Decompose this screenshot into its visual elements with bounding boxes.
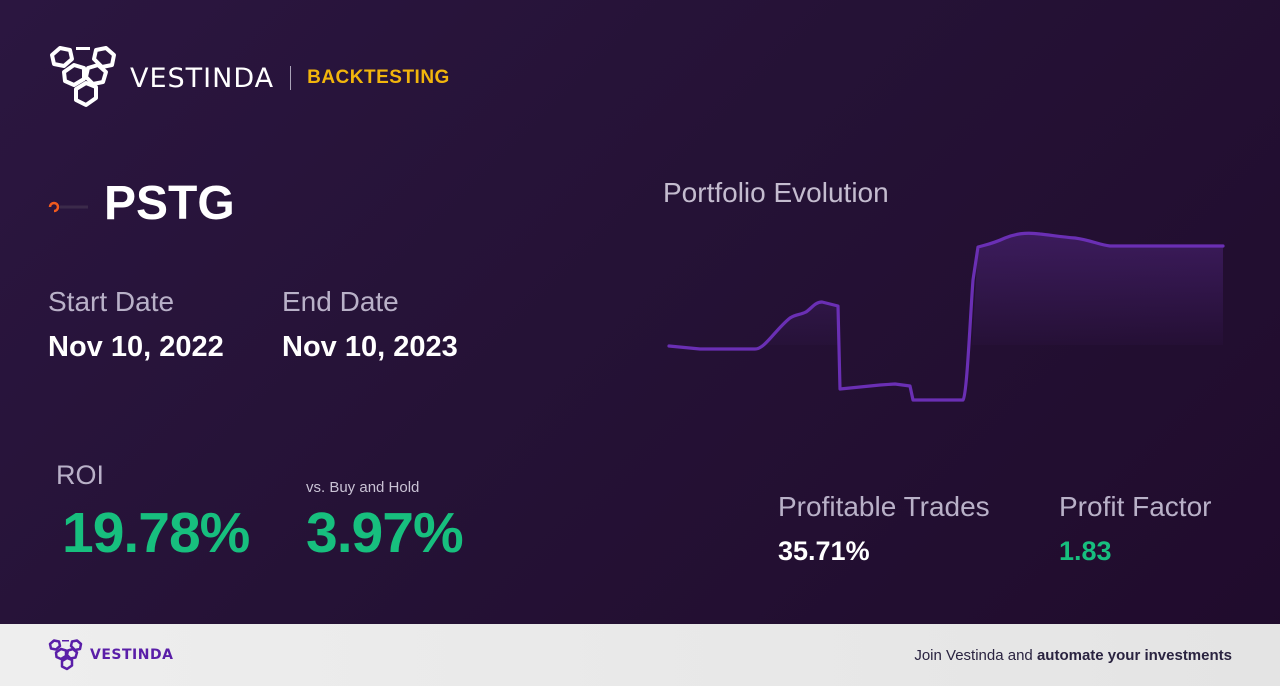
chart-title: Portfolio Evolution bbox=[663, 177, 889, 208]
profitable-trades-label: Profitable Trades bbox=[778, 491, 990, 522]
header-brand: VESTINDA BACKTESTING bbox=[48, 46, 450, 110]
footer-brand-link[interactable]: VESTINDA bbox=[48, 638, 174, 672]
chart-line bbox=[667, 231, 1225, 402]
roi-label: ROI bbox=[56, 460, 105, 490]
profit-factor-label: Profit Factor bbox=[1059, 491, 1212, 522]
hexagon-cluster-logo-icon bbox=[50, 46, 116, 107]
buy-hold-label: vs. Buy and Hold bbox=[306, 479, 420, 496]
profit-factor-value: 1.83 bbox=[1059, 536, 1112, 566]
company-logo bbox=[48, 200, 92, 214]
cta-bold: automate your investments bbox=[1036, 646, 1232, 664]
cta-prefix: Join Vestinda and bbox=[914, 646, 1037, 664]
footer: VESTINDA Join Vestinda and automate your… bbox=[0, 624, 1280, 686]
roi-value: 19.78% bbox=[62, 501, 250, 565]
chart-area-fill bbox=[755, 233, 1223, 345]
pure-storage-logo-icon bbox=[48, 201, 88, 213]
footer-cta-link[interactable]: Join Vestinda and automate your investme… bbox=[914, 647, 1232, 664]
hexagon-cluster-logo-icon bbox=[48, 638, 83, 670]
header-divider bbox=[290, 66, 292, 90]
buy-hold-value: 3.97% bbox=[306, 501, 464, 565]
end-date-value: Nov 10, 2023 bbox=[282, 331, 458, 363]
footer-brand-name: VESTINDA bbox=[90, 647, 174, 663]
portfolio-evolution-chart bbox=[667, 231, 1225, 402]
ticker-symbol: PSTG bbox=[104, 177, 235, 230]
section-tag: BACKTESTING bbox=[307, 67, 450, 88]
start-date-label: Start Date bbox=[48, 286, 175, 317]
start-date-value: Nov 10, 2022 bbox=[48, 331, 224, 363]
profitable-trades-value: 35.71% bbox=[778, 536, 870, 566]
end-date-label: End Date bbox=[282, 286, 399, 317]
brand-name: VESTINDA bbox=[130, 62, 275, 94]
